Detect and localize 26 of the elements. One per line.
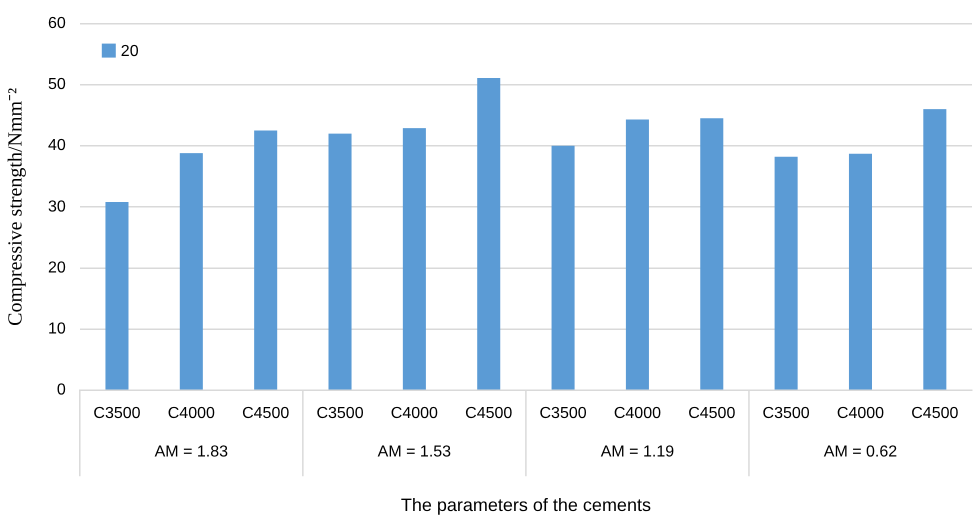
- x-tick-label: C3500: [316, 405, 364, 422]
- x-tick-label: C3500: [539, 405, 587, 422]
- y-tick-label: 40: [48, 137, 66, 154]
- y-axis-title: Compressive strength/Nmm⁻²: [4, 88, 26, 326]
- x-tick-label: C4000: [390, 405, 438, 422]
- y-tick-label: 60: [48, 15, 66, 32]
- text: AM = 1.83: [154, 444, 228, 461]
- y-tick-label: 10: [48, 320, 66, 338]
- x-tick-label: C4500: [911, 405, 958, 422]
- x-tick-label: C4500: [688, 405, 736, 422]
- y-tick-label: 30: [48, 198, 66, 216]
- x-axis-title: The parameters of the cements: [400, 495, 651, 516]
- text: AM = 1.53: [378, 444, 452, 461]
- y-tick-label: 20: [48, 259, 66, 276]
- x-tick-label: C4000: [168, 405, 215, 422]
- text: AM = 0.62: [824, 444, 898, 461]
- x-tick-label: C4000: [614, 405, 662, 422]
- y-tick-label: 0: [56, 382, 66, 399]
- x-tick-label: C4500: [242, 405, 290, 422]
- x-tick-label: C3500: [93, 405, 141, 422]
- text: AM = 1.19: [600, 444, 674, 461]
- legend-label: 20: [120, 43, 139, 60]
- y-tick-label: 50: [48, 76, 66, 94]
- x-tick-label: C4000: [836, 405, 884, 422]
- x-tick-label: C3500: [762, 405, 810, 422]
- x-tick-label: C4500: [465, 405, 512, 422]
